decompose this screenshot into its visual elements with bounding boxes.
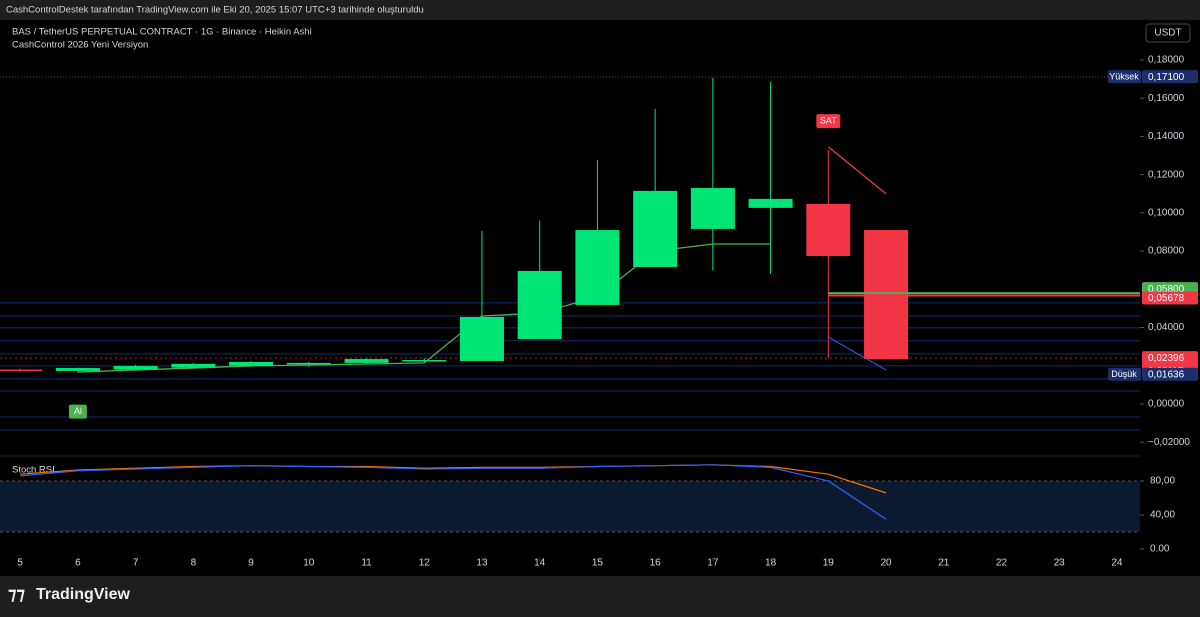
x-tick-label: 9: [248, 558, 254, 569]
candle-body: [806, 203, 851, 257]
x-tick-label: 13: [476, 558, 488, 569]
x-tick-label: 12: [419, 558, 431, 569]
stop-line: [828, 336, 887, 371]
price-label: 0,02396: [1148, 353, 1185, 364]
y-tick-label: 0,00000: [1148, 399, 1185, 410]
candle-body: [0, 369, 43, 372]
x-tick-label: 17: [707, 558, 719, 569]
x-tick-label: 14: [534, 558, 546, 569]
price-line-label: 0,05678: [1148, 293, 1185, 304]
indicator-name: CashControl 2026 Yeni Versiyon: [12, 40, 148, 51]
price-label: 0,01636: [1148, 369, 1185, 380]
signal-box: [816, 114, 841, 129]
top-bar: [0, 0, 1200, 20]
x-tick-label: 8: [191, 558, 197, 569]
price-label-box: [1142, 70, 1198, 84]
candle-body: [517, 270, 562, 339]
candle-body: [459, 317, 504, 361]
stoch-band: [0, 480, 1140, 532]
x-tick-label: 24: [1111, 558, 1123, 569]
price-label: 0,17100: [1148, 72, 1185, 83]
y-tick-label: 0,08000: [1148, 246, 1185, 257]
y-tick-label: 0,04000: [1148, 322, 1185, 333]
candle-body: [286, 362, 331, 365]
currency[interactable]: USDT: [1154, 28, 1181, 39]
candle-body: [690, 187, 735, 229]
sat-line: [827, 146, 887, 195]
candle-body: [344, 359, 389, 363]
footer: [0, 576, 1200, 617]
credit: CashControlDestek tarafından TradingView…: [6, 5, 424, 16]
x-tick-label: 23: [1054, 558, 1066, 569]
price-line-label: 0,05800: [1148, 284, 1185, 295]
price-tag: Yüksek: [1109, 72, 1139, 82]
y-tick-label: 0,18000: [1148, 55, 1185, 66]
currency-button[interactable]: [1145, 23, 1191, 43]
stoch-tick-label: 0.00: [1150, 544, 1170, 555]
x-tick-label: 21: [938, 558, 950, 569]
x-tick-label: 18: [765, 558, 777, 569]
x-tick-label: 10: [303, 558, 315, 569]
x-tick-label: 20: [880, 558, 892, 569]
x-tick-label: 5: [17, 558, 23, 569]
x-tick-label: 22: [996, 558, 1008, 569]
price-tag: Düşük: [1111, 369, 1137, 379]
candle-body: [748, 198, 793, 208]
y-tick-label: −0,02000: [1148, 437, 1190, 448]
signal-label: Al: [74, 406, 82, 416]
x-tick-label: 6: [75, 558, 81, 569]
stoch-tick-label: 80,00: [1150, 476, 1175, 487]
candle-body: [402, 360, 447, 362]
price-line-box: [1142, 291, 1198, 305]
price-tag-box: [1108, 367, 1141, 381]
symbol: BAS / TetherUS PERPETUAL CONTRACT · 1G ·…: [12, 27, 312, 38]
x-tick-label: 19: [823, 558, 835, 569]
y-tick-label: 0,10000: [1148, 207, 1185, 218]
candle-body: [575, 230, 620, 305]
candle-body: [55, 368, 100, 371]
stoch-tick-label: 40,00: [1150, 510, 1175, 521]
signal-box: [68, 404, 87, 419]
brand: TradingView: [36, 586, 131, 603]
x-tick-label: 16: [650, 558, 662, 569]
candle-body: [633, 190, 678, 267]
stoch-k: [20, 464, 887, 520]
y-tick-label: 0,16000: [1148, 93, 1185, 104]
stoch-title: Stoch RSI: [12, 465, 55, 476]
candle-body: [171, 363, 216, 368]
x-tick-label: 11: [361, 558, 372, 569]
price-tag-box: [1108, 70, 1141, 84]
x-tick-label: 7: [133, 558, 139, 569]
y-tick-label: 0,14000: [1148, 131, 1185, 142]
signal-label: SAT: [820, 115, 837, 125]
candle-body: [113, 365, 158, 370]
logo-mark: ⁊⁊: [8, 584, 25, 603]
y-tick-label: 0,12000: [1148, 169, 1185, 180]
price-label-box: [1142, 367, 1198, 381]
candle-body: [229, 361, 274, 366]
x-tick-label: 15: [592, 558, 604, 569]
